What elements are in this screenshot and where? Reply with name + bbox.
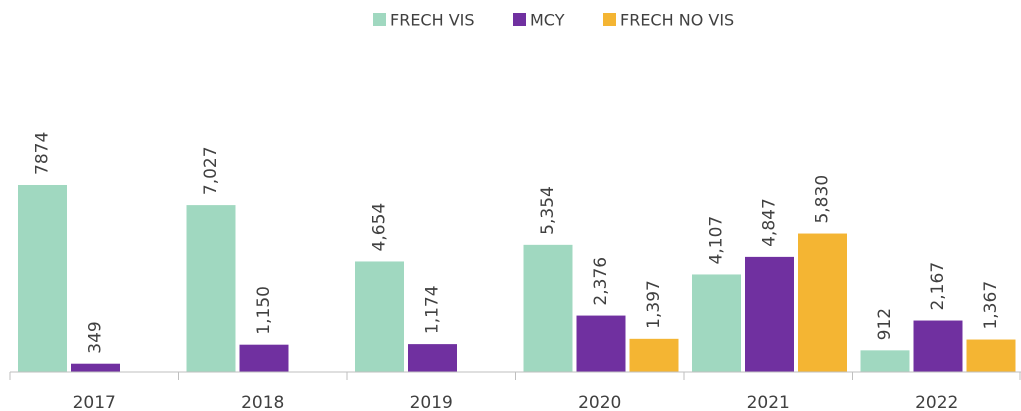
bar — [355, 261, 404, 372]
bar — [745, 256, 794, 372]
bar — [523, 244, 573, 372]
legend-swatch — [603, 13, 616, 26]
bar — [966, 339, 1016, 372]
data-label: 4,654 — [370, 203, 390, 252]
data-label: 349 — [86, 321, 106, 353]
data-label: 7,027 — [201, 146, 221, 195]
data-label: 2,376 — [591, 257, 611, 306]
bar — [576, 315, 626, 372]
legend-swatch — [373, 13, 386, 26]
data-label: 7874 — [33, 132, 53, 175]
x-tick-label: 2021 — [747, 393, 790, 411]
bar — [692, 274, 741, 372]
data-label: 1,174 — [423, 285, 443, 334]
legend-swatch — [513, 13, 526, 26]
bar — [629, 338, 679, 372]
data-label: 5,830 — [813, 175, 833, 224]
bar — [408, 344, 457, 372]
bar — [913, 320, 963, 372]
legend-label: MCY — [530, 11, 565, 30]
x-tick-label: 2020 — [578, 393, 621, 411]
data-label: 4,107 — [707, 216, 727, 265]
bar — [18, 184, 67, 372]
data-label: 5,354 — [538, 186, 558, 235]
data-label: 912 — [875, 308, 895, 340]
x-tick-label: 2018 — [241, 393, 284, 411]
bar — [860, 350, 910, 372]
x-tick-label: 2022 — [915, 393, 958, 411]
x-tick-label: 2017 — [73, 393, 116, 411]
legend-label: FRECH VIS — [390, 11, 475, 30]
bar — [71, 363, 120, 372]
data-label: 1,150 — [254, 286, 274, 335]
bar — [186, 205, 236, 372]
bar — [798, 233, 847, 372]
data-label: 1,397 — [644, 280, 664, 329]
x-tick-label: 2019 — [410, 393, 453, 411]
data-label: 1,367 — [981, 281, 1001, 330]
data-label: 4,847 — [760, 198, 780, 247]
data-label: 2,167 — [928, 262, 948, 311]
bar — [239, 344, 289, 372]
legend-label: FRECH NO VIS — [620, 11, 734, 30]
